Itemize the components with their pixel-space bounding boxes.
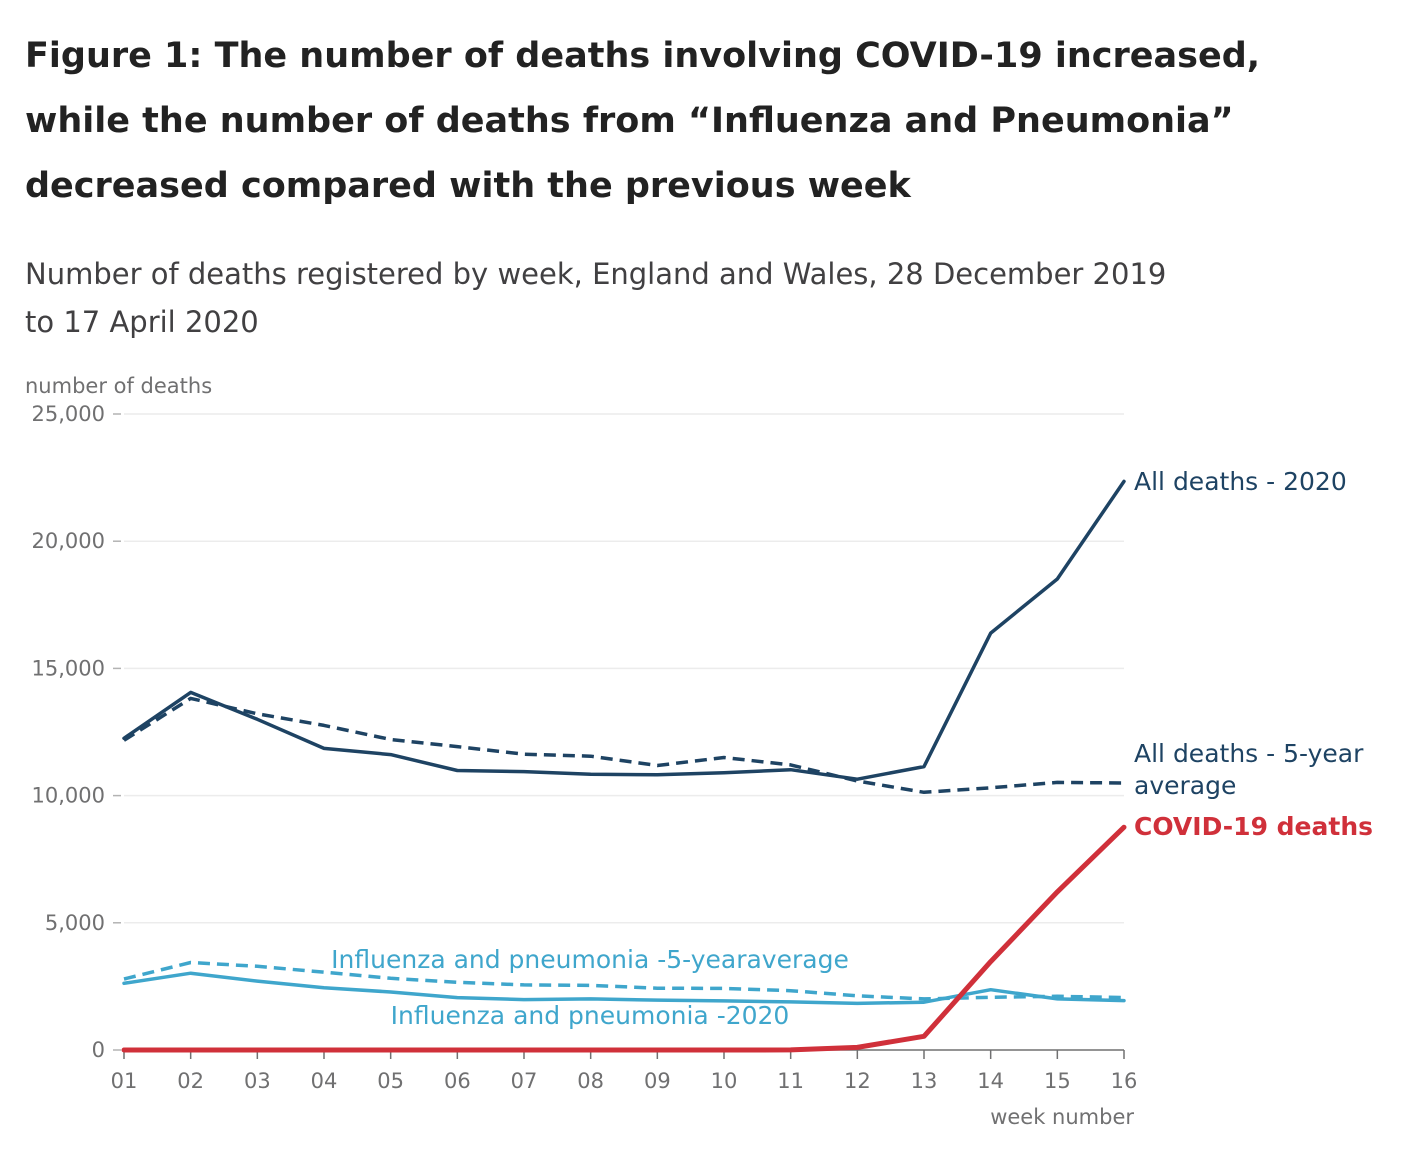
x-tick-label: 13 (911, 1069, 938, 1093)
y-tick-label: 20,000 (32, 529, 105, 553)
subtitle-line-1: Number of deaths registered by week, Eng… (25, 257, 1167, 291)
chart-subtitle: Number of deaths registered by week, Eng… (25, 250, 1275, 346)
x-tick-label: 01 (111, 1069, 138, 1093)
x-tick-label: 10 (711, 1069, 738, 1093)
x-tick-label: 09 (644, 1069, 671, 1093)
series-label-all-deaths-2020: All deaths - 2020 (1134, 467, 1347, 496)
x-tick-label: 05 (377, 1069, 404, 1093)
series-label-influenza-and-pneumonia-5-yearaverage: Influenza and pneumonia -5-yearaverage (331, 945, 849, 974)
x-axis-title: week number (990, 1105, 1134, 1129)
x-tick-label: 08 (577, 1069, 604, 1093)
x-tick-label: 12 (844, 1069, 871, 1093)
x-tick-label: 14 (977, 1069, 1004, 1093)
subtitle-line-2: to 17 April 2020 (25, 305, 259, 339)
y-tick-label: 25,000 (32, 402, 105, 426)
series-label-line: average (1134, 771, 1236, 800)
x-tick-label: 07 (511, 1069, 538, 1093)
x-tick-label: 03 (244, 1069, 271, 1093)
series-label-line: Influenza and pneumonia -2020 (391, 1001, 790, 1030)
x-tick-label: 04 (311, 1069, 338, 1093)
series-line-all-deaths-5-year-average (123, 696, 1125, 795)
title-line-3: decreased compared with the previous wee… (25, 166, 911, 206)
y-tick-label: 10,000 (32, 784, 105, 808)
title-line-1: Figure 1: The number of deaths involving… (25, 36, 1261, 76)
y-tick-label: 15,000 (32, 656, 105, 680)
chart-title: Figure 1: The number of deaths involving… (25, 24, 1275, 219)
y-tick-label: 5,000 (45, 911, 105, 935)
y-tick-label: 0 (92, 1038, 105, 1062)
series-label-influenza-and-pneumonia-2020: Influenza and pneumonia -2020 (391, 1001, 790, 1030)
series-lines (121, 479, 1127, 1053)
series-line-all-deaths-2020 (122, 479, 1126, 781)
gridlines (124, 413, 1124, 924)
x-tick-label: 15 (1044, 1069, 1071, 1093)
x-tick-label: 02 (177, 1069, 204, 1093)
x-tick-label: 06 (444, 1069, 471, 1093)
series-label-line: COVID-19 deaths (1134, 812, 1373, 841)
y-axis: 0 5,000 10,000 15,000 20,000 25,000 (32, 402, 121, 1062)
x-tick-label: 11 (777, 1069, 804, 1093)
series-label-covid-19-deaths: COVID-19 deaths (1134, 812, 1373, 841)
title-line-2: while the number of deaths from “Influen… (25, 101, 1234, 141)
x-axis: 01 02 03 04 05 06 07 08 09 10 11 12 13 14 15 16 (111, 1049, 1138, 1093)
series-label-all-deaths-5-year-average: All deaths - 5-year average (1134, 739, 1364, 800)
series-labels: All deaths - 2020 All deaths - 5-year aver… (331, 467, 1373, 1030)
series-label-line: All deaths - 5-year (1134, 739, 1364, 768)
y-axis-title: number of deaths (25, 374, 212, 398)
x-tick-label: 16 (1111, 1069, 1138, 1093)
series-label-line: All deaths - 2020 (1134, 467, 1347, 496)
series-label-line: Influenza and pneumonia -5-yearaverage (331, 945, 849, 974)
series-line-covid-19-deaths (121, 824, 1127, 1053)
